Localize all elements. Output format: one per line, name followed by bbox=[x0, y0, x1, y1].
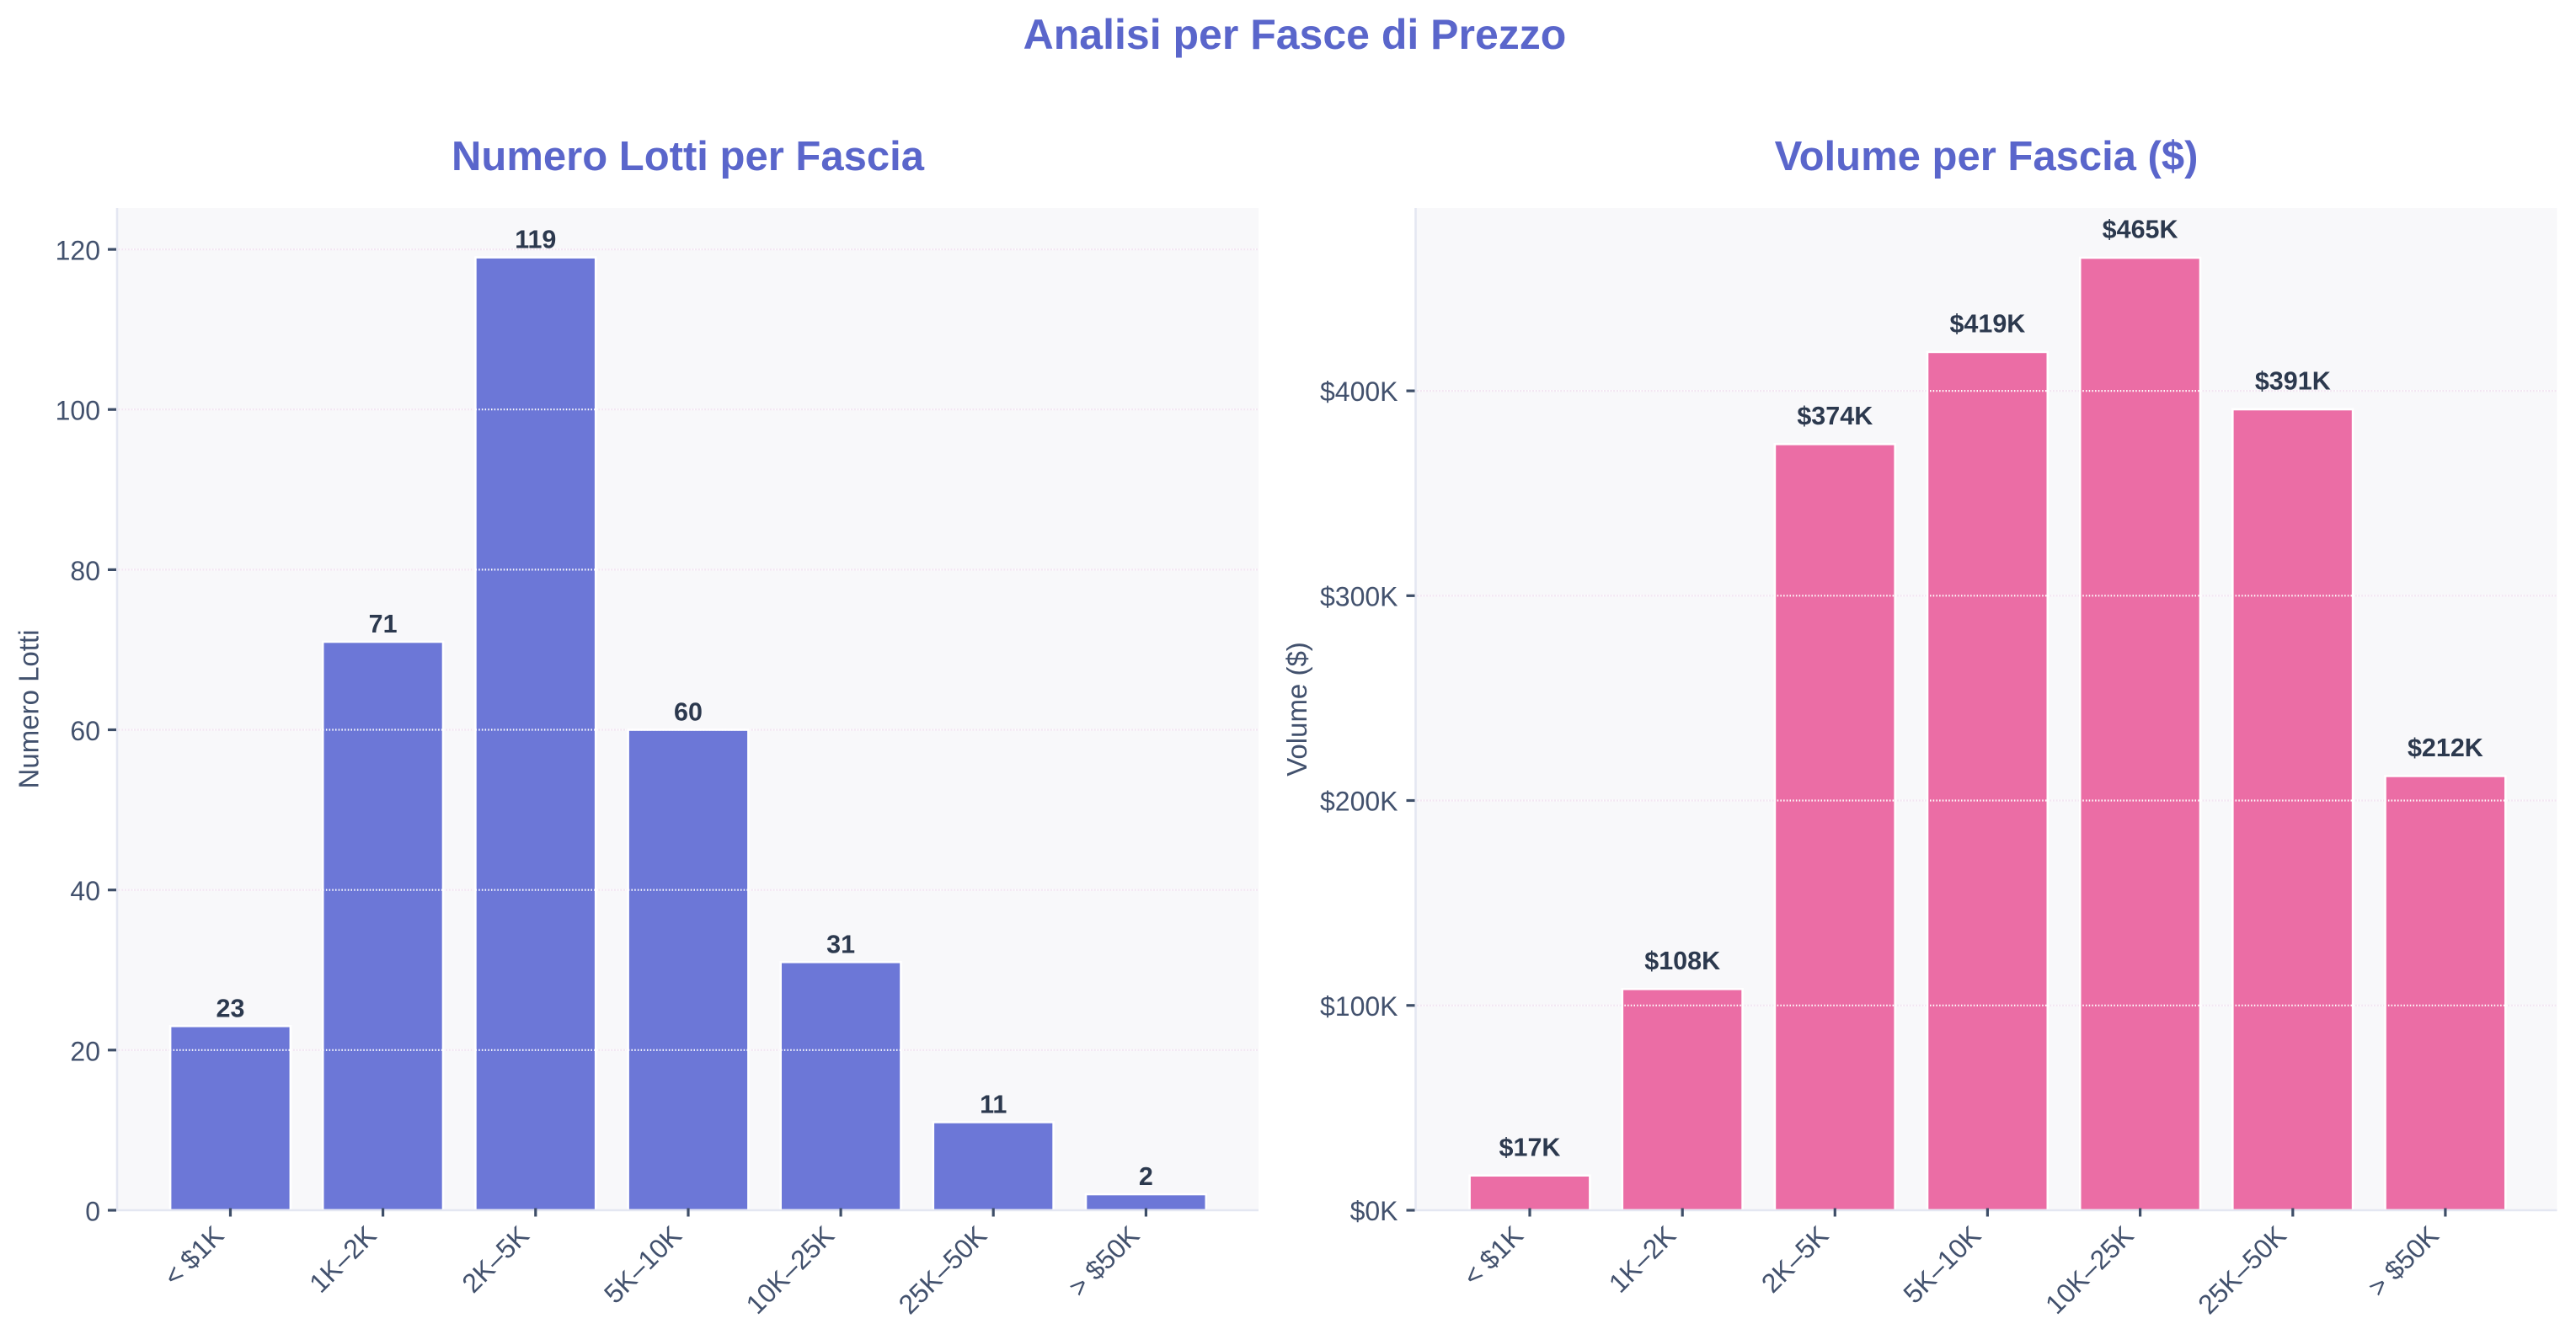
svg-text:$108K: $108K bbox=[1644, 947, 1720, 975]
svg-text:120: 120 bbox=[56, 236, 100, 266]
svg-text:$300K: $300K bbox=[1320, 581, 1398, 611]
svg-text:Numero Lotti per Fascia: Numero Lotti per Fascia bbox=[452, 134, 925, 179]
svg-text:31: 31 bbox=[826, 930, 855, 958]
svg-text:100: 100 bbox=[56, 396, 100, 426]
svg-text:$400K: $400K bbox=[1320, 376, 1398, 407]
svg-text:$212K: $212K bbox=[2408, 734, 2483, 762]
svg-text:$465K: $465K bbox=[2103, 216, 2178, 244]
svg-text:60: 60 bbox=[674, 698, 703, 727]
svg-text:Analisi per Fasce di Prezzo: Analisi per Fasce di Prezzo bbox=[1023, 11, 1567, 58]
svg-text:23: 23 bbox=[216, 994, 245, 1022]
svg-text:$0K: $0K bbox=[1350, 1196, 1398, 1226]
svg-text:$374K: $374K bbox=[1797, 402, 1873, 430]
svg-text:0: 0 bbox=[85, 1197, 100, 1227]
svg-text:119: 119 bbox=[515, 226, 556, 254]
svg-text:$17K: $17K bbox=[1499, 1133, 1561, 1161]
svg-text:Volume ($): Volume ($) bbox=[1281, 642, 1312, 777]
svg-text:$419K: $419K bbox=[1949, 310, 2025, 339]
svg-text:40: 40 bbox=[70, 876, 100, 906]
svg-text:$200K: $200K bbox=[1320, 787, 1398, 817]
svg-text:Volume per Fascia ($): Volume per Fascia ($) bbox=[1775, 134, 2199, 179]
svg-text:2: 2 bbox=[1139, 1162, 1153, 1191]
svg-text:$391K: $391K bbox=[2255, 367, 2331, 396]
svg-text:$100K: $100K bbox=[1320, 991, 1398, 1022]
svg-text:Numero Lotti: Numero Lotti bbox=[13, 630, 45, 789]
svg-text:11: 11 bbox=[980, 1090, 1007, 1118]
svg-text:20: 20 bbox=[70, 1036, 100, 1066]
svg-text:80: 80 bbox=[70, 556, 100, 586]
svg-text:71: 71 bbox=[369, 610, 398, 638]
svg-text:60: 60 bbox=[70, 716, 100, 746]
